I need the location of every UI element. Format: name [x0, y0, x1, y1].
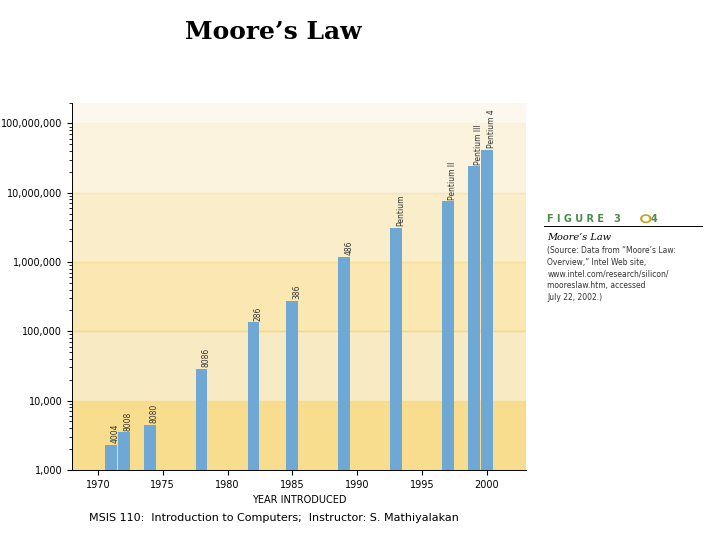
Bar — [72, 124, 526, 193]
Text: 386: 386 — [292, 285, 301, 299]
Text: Moore’s Law: Moore’s Law — [185, 21, 362, 44]
Text: 4: 4 — [650, 214, 657, 224]
Bar — [105, 445, 117, 540]
Text: 486: 486 — [344, 240, 353, 255]
Bar — [287, 301, 298, 540]
Text: (Source: Data from “Moore’s Law:
Overview,” Intel Web site,
www.intel.com/resear: (Source: Data from “Moore’s Law: Overvie… — [547, 246, 676, 302]
Text: MSIS 110:  Introduction to Computers;  Instructor: S. Mathiyalakan: MSIS 110: Introduction to Computers; Ins… — [89, 514, 459, 523]
Text: Pentium 4: Pentium 4 — [487, 109, 495, 148]
Text: 8080: 8080 — [150, 404, 158, 423]
Text: Pentium II: Pentium II — [448, 161, 457, 200]
Bar — [196, 368, 207, 540]
Bar — [72, 193, 526, 262]
Bar — [72, 331, 526, 401]
Bar — [118, 432, 130, 540]
Bar — [468, 166, 480, 540]
Bar — [338, 256, 350, 540]
Text: F I G U R E   3: F I G U R E 3 — [547, 214, 621, 224]
Bar — [390, 228, 402, 540]
Text: 286: 286 — [253, 307, 262, 321]
Bar — [72, 401, 526, 470]
Bar — [481, 150, 492, 540]
Text: Pentium III: Pentium III — [474, 124, 482, 165]
Text: 4004: 4004 — [111, 424, 120, 443]
Bar — [442, 201, 454, 540]
Text: 8008: 8008 — [124, 411, 133, 430]
Bar — [248, 322, 259, 540]
Text: 8086: 8086 — [202, 348, 210, 367]
Bar — [144, 424, 156, 540]
Text: Pentium: Pentium — [396, 195, 405, 226]
Bar — [72, 262, 526, 331]
Text: Moore’s Law: Moore’s Law — [547, 233, 611, 242]
X-axis label: YEAR INTRODUCED: YEAR INTRODUCED — [251, 495, 346, 505]
